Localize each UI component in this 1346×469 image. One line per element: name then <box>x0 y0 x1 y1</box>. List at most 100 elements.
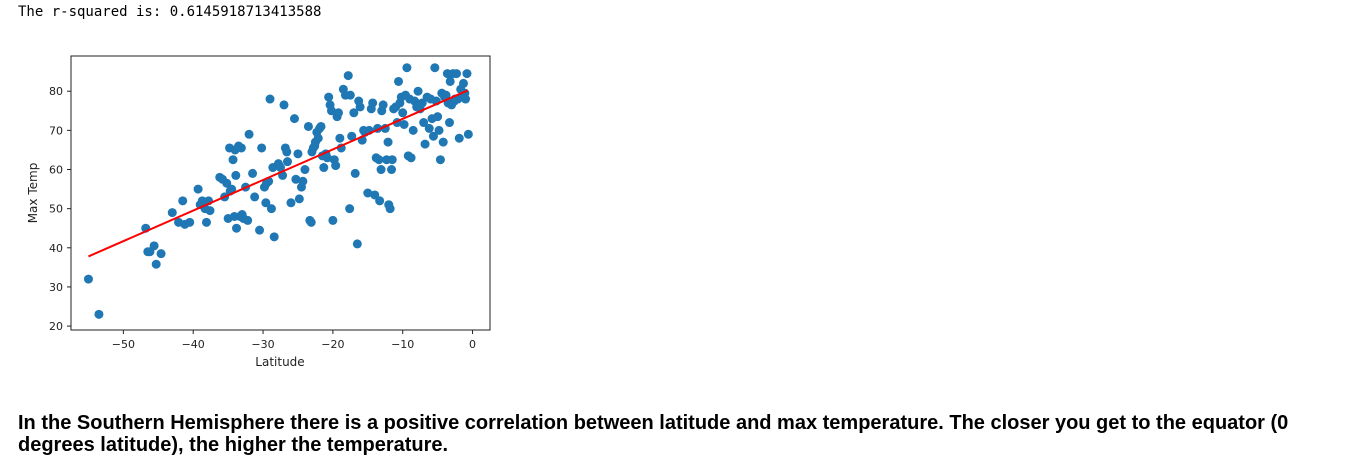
y-tick-label: 70 <box>49 124 63 137</box>
data-point <box>303 121 313 131</box>
data-point <box>291 174 301 184</box>
data-point <box>333 108 343 118</box>
data-point <box>387 165 397 175</box>
data-point <box>375 196 385 206</box>
x-axis-label: Latitude <box>255 355 304 369</box>
data-point <box>454 133 464 143</box>
data-point <box>438 137 448 147</box>
data-point <box>255 225 265 235</box>
data-point <box>265 94 275 104</box>
data-point <box>451 69 461 79</box>
data-point <box>420 139 430 149</box>
data-point <box>167 208 177 218</box>
data-point <box>463 129 473 139</box>
data-point <box>331 161 341 171</box>
data-point <box>424 123 434 133</box>
data-point <box>279 100 289 110</box>
x-tick-label: −50 <box>112 338 135 351</box>
data-point <box>433 112 443 122</box>
data-point <box>385 204 395 214</box>
y-tick-label: 50 <box>49 203 63 216</box>
data-point <box>243 215 253 225</box>
data-point <box>178 196 188 206</box>
data-point <box>326 106 336 116</box>
data-point <box>94 309 104 319</box>
data-point <box>419 118 429 128</box>
markdown-conclusion: In the Southern Hemisphere there is a po… <box>18 412 1289 456</box>
data-point <box>355 102 365 112</box>
data-point <box>306 217 316 227</box>
data-point <box>282 157 292 167</box>
data-point <box>345 204 355 214</box>
x-axis-ticks: −50 −40 −30 −20 −10 0 <box>112 330 476 351</box>
data-point <box>324 92 334 102</box>
rsquared-output: The r-squared is: 0.6145918713413588 <box>18 4 322 20</box>
data-point <box>430 63 440 73</box>
data-point <box>231 170 241 180</box>
data-point <box>300 165 310 175</box>
data-point <box>236 143 246 153</box>
data-point <box>462 69 472 79</box>
x-tick-label: −20 <box>321 338 344 351</box>
data-point <box>398 108 408 118</box>
data-point <box>387 155 397 165</box>
data-point <box>328 215 338 225</box>
data-point <box>434 125 444 135</box>
data-point <box>383 137 393 147</box>
y-tick-label: 60 <box>49 164 63 177</box>
y-axis-ticks: 20 30 40 50 60 70 80 <box>49 85 71 333</box>
data-point <box>151 259 161 269</box>
x-tick-label: 0 <box>469 338 476 351</box>
data-point <box>444 118 454 128</box>
data-point <box>428 131 438 141</box>
data-point <box>343 71 353 81</box>
data-point <box>282 147 292 157</box>
data-point <box>83 274 93 284</box>
data-point <box>378 100 388 110</box>
data-point <box>376 165 386 175</box>
data-point <box>197 196 207 206</box>
data-point <box>406 153 416 163</box>
data-point <box>298 176 308 186</box>
y-tick-label: 80 <box>49 85 63 98</box>
regression-line <box>88 89 469 258</box>
data-point <box>227 184 237 194</box>
data-point <box>313 133 323 143</box>
data-point <box>374 155 384 165</box>
data-point <box>319 163 329 173</box>
data-point <box>228 155 238 165</box>
data-point <box>413 86 423 96</box>
data-point <box>408 125 418 135</box>
y-tick-label: 30 <box>49 281 63 294</box>
data-point <box>294 194 304 204</box>
data-point <box>352 239 362 249</box>
data-point <box>205 206 215 216</box>
data-point <box>347 131 357 141</box>
data-point <box>435 155 445 165</box>
data-point <box>185 217 195 227</box>
data-point <box>232 223 242 233</box>
data-point <box>461 94 471 104</box>
data-point <box>286 198 296 208</box>
data-point <box>261 198 271 208</box>
data-point <box>248 168 258 178</box>
data-point <box>293 149 303 159</box>
data-point <box>363 188 373 198</box>
data-point <box>276 163 285 173</box>
data-point <box>269 232 279 242</box>
data-point <box>441 90 451 100</box>
data-point <box>368 98 378 108</box>
data-point <box>335 133 345 143</box>
data-point <box>322 153 332 163</box>
data-point <box>399 120 409 129</box>
data-point <box>257 143 267 153</box>
data-point <box>250 192 260 202</box>
data-point <box>445 76 455 86</box>
scatter-plot: −50 −40 −30 −20 −10 0 20 30 40 50 60 70 80 Latitude… <box>26 55 491 369</box>
data-point <box>266 204 276 214</box>
y-tick-label: 20 <box>49 320 63 333</box>
data-point <box>289 114 299 124</box>
data-point <box>193 184 203 194</box>
y-tick-label: 40 <box>49 242 63 255</box>
data-point <box>394 76 404 86</box>
